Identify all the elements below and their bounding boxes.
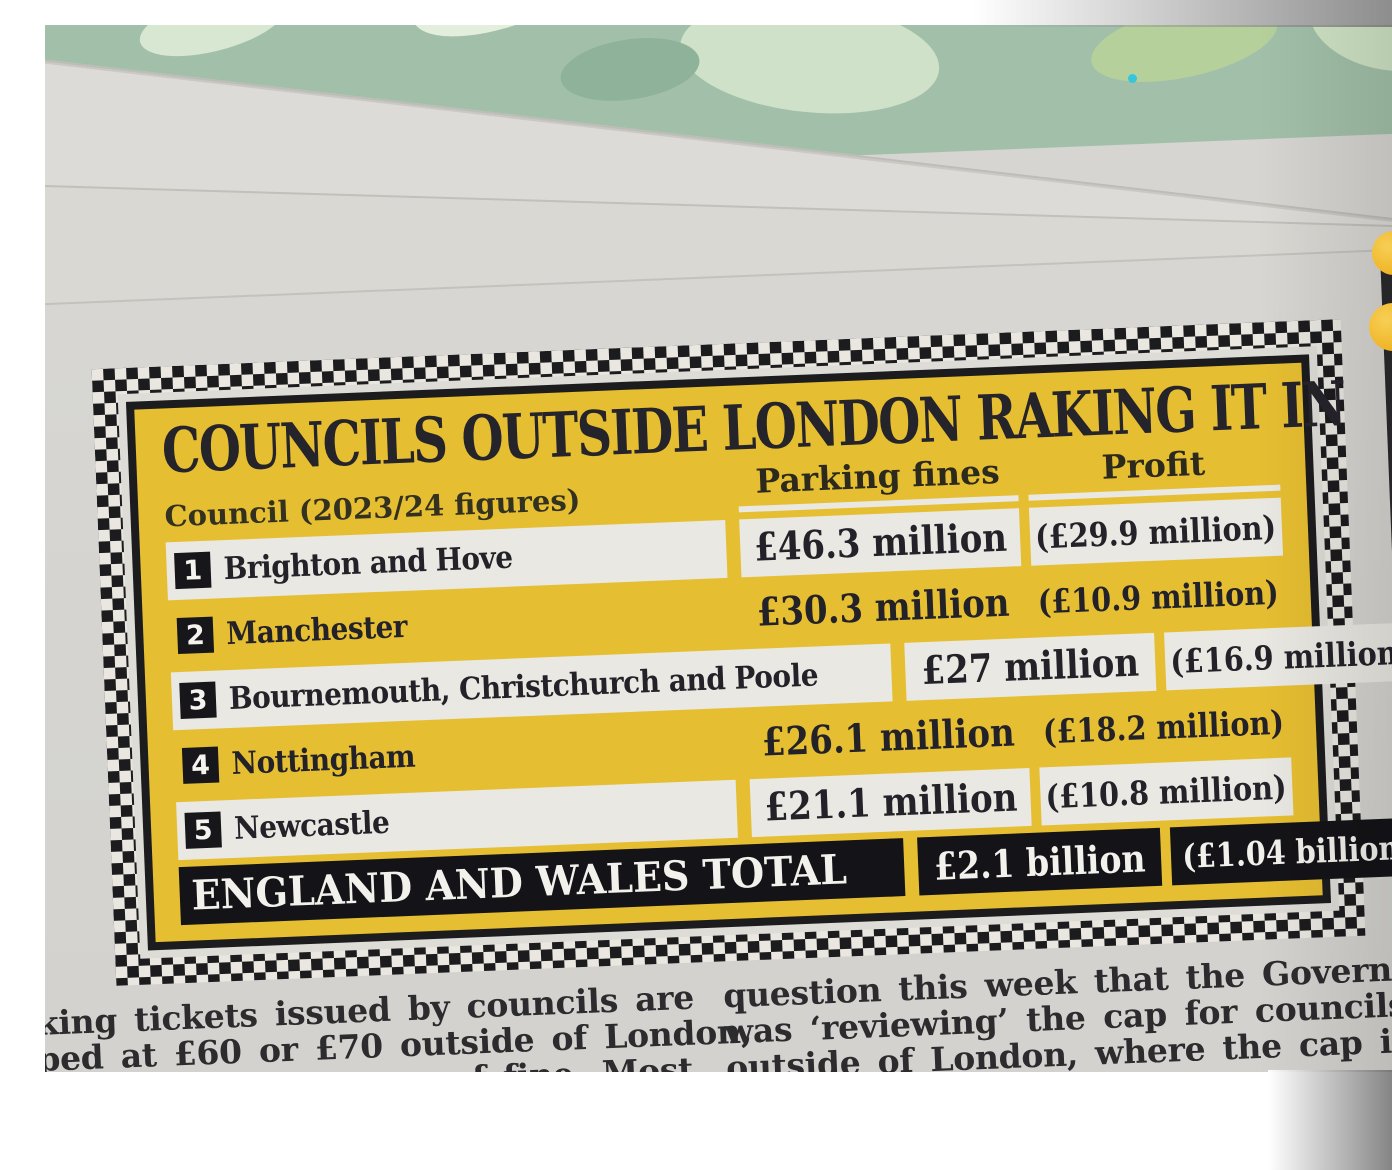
profit-value: (£10.9 million) (1037, 572, 1280, 622)
fabric-leaf (674, 25, 945, 125)
checkered-border: COUNCILS OUTSIDE LONDON RAKING IT IN Cou… (91, 319, 1392, 987)
council-name: Manchester (225, 609, 408, 653)
council-name: Nottingham (230, 739, 416, 783)
total-label: ENGLAND AND WALES TOTAL (190, 845, 848, 921)
fabric-leaf (133, 25, 293, 69)
fines-value: £46.3 million (753, 515, 1008, 572)
black-frame: COUNCILS OUTSIDE LONDON RAKING IT IN Cou… (125, 354, 1392, 951)
total-profit-value: (£1.04 billion) (1181, 827, 1392, 876)
profit-value: (£18.2 million) (1042, 702, 1286, 752)
yellow-circle-marker (1372, 231, 1392, 275)
profit-value: (£10.8 million) (1045, 767, 1288, 817)
rank-badge: 1 (174, 552, 212, 590)
tilted-newspaper-content: COUNCILS OUTSIDE LONDON RAKING IT IN Cou… (45, 25, 1392, 1072)
fabric-leaf (1300, 25, 1392, 85)
total-fines-value: £2.1 billion (933, 835, 1147, 889)
fines-value: £26.1 million (760, 709, 1016, 767)
fines-table: COUNCILS OUTSIDE LONDON RAKING IT IN Cou… (91, 319, 1392, 987)
fines-value: £30.3 million (755, 580, 1011, 637)
council-name: Brighton and Hove (223, 539, 514, 588)
newspaper-photo: COUNCILS OUTSIDE LONDON RAKING IT IN Cou… (45, 25, 1392, 1072)
fabric-leaf (1084, 25, 1285, 97)
cyan-speck (1128, 74, 1137, 83)
rank-badge: 5 (184, 811, 222, 850)
yellow-circle-marker (1369, 303, 1392, 351)
profit-value: (£16.9 million) (1169, 632, 1392, 682)
fines-value: £27 million (920, 639, 1140, 695)
yellow-panel: COUNCILS OUTSIDE LONDON RAKING IT IN Cou… (134, 362, 1392, 943)
profit-value: (£29.9 million) (1034, 507, 1278, 557)
table-rows: 1 Brighton and Hove £46.3 million (£29.9… (165, 498, 1392, 926)
rank-badge: 3 (179, 681, 217, 720)
fines-value: £21.1 million (763, 774, 1018, 832)
rank-badge: 4 (181, 746, 220, 785)
top-right-gradient (972, 0, 1392, 27)
border-gap: COUNCILS OUTSIDE LONDON RAKING IT IN Cou… (117, 346, 1392, 960)
council-name: Bournemouth, Christchurch and Poole (228, 657, 819, 718)
rank-badge: 2 (176, 617, 215, 655)
council-name: Newcastle (233, 805, 391, 848)
bottom-right-gradient (1268, 1070, 1392, 1170)
